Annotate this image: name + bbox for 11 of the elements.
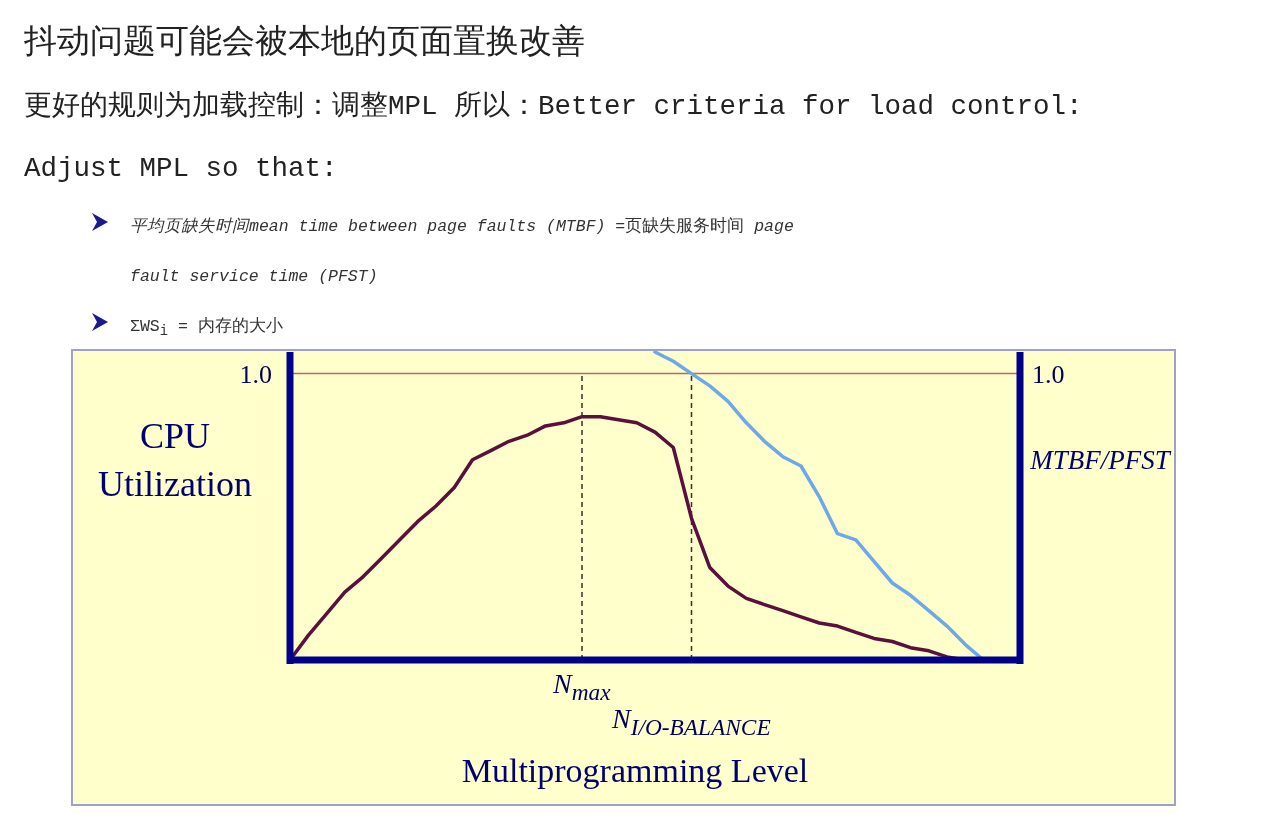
text: 平均页缺失时间mean time between page faults (MTBF) =页缺失服务时间 page fault service time (PFST) — [130, 217, 794, 286]
chart-subtitle: 更好的规则为加载控制：调整MPL 所以：Better criteria for load control: Adjust MPL so that: — [24, 90, 1084, 186]
text: ΣWS$_{i}$ = 内存的大小 — [130, 316, 284, 342]
x-tick-label: N$_{max}$ — [553, 668, 611, 706]
x-axis-title: Multiprogramming Level — [460, 752, 810, 790]
text: 1.0 — [1032, 359, 1065, 389]
y2-axis-title: MTBF/PFST — [1030, 445, 1170, 476]
chart-title: 抖动问题可能会被本地的页面置换改善 — [24, 20, 585, 62]
y-axis-title: CPU Utilization — [97, 415, 253, 506]
text: 1.0 — [239, 359, 272, 389]
x-tick-label: N$_{I/O-BALANCE}$ — [612, 703, 771, 741]
